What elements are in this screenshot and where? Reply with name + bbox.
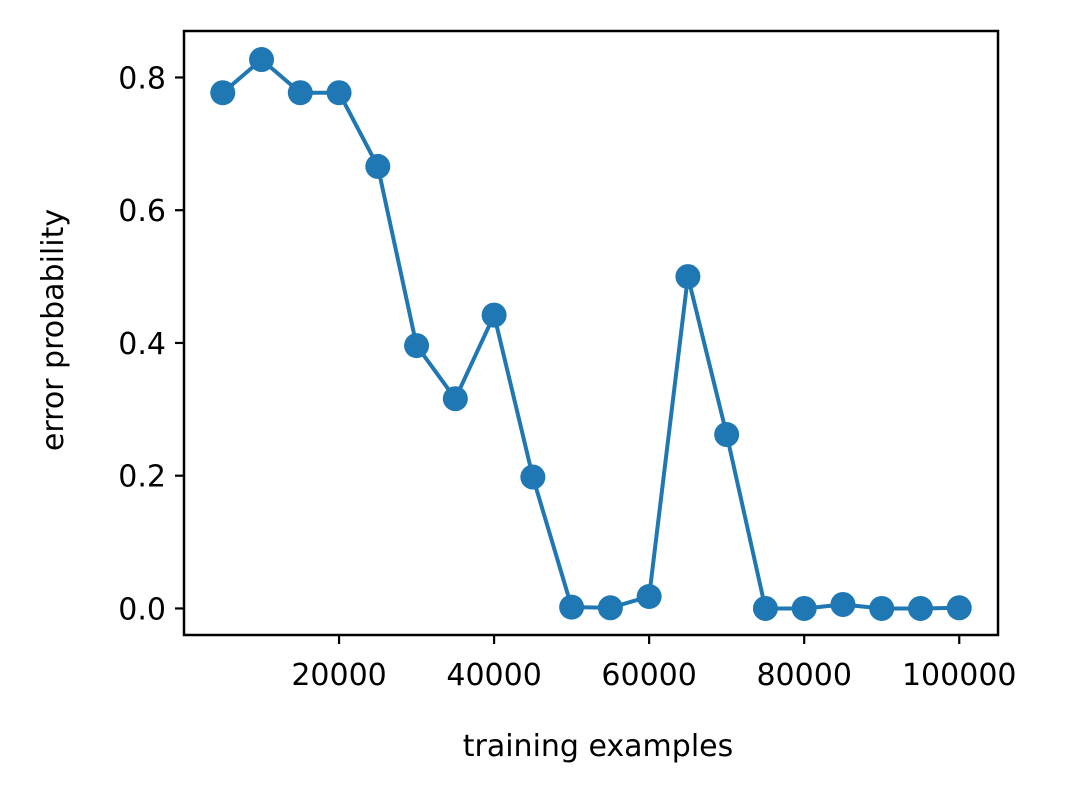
y-tick-label: 0.6 [118,194,166,229]
y-axis-ticks: 0.0 0.2 0.4 0.6 0.8 [118,61,184,627]
y-tick-label: 0.4 [118,327,166,362]
x-axis-label: training examples [463,729,734,764]
data-point [675,264,701,290]
data-point [481,302,507,328]
data-point [752,595,778,621]
x-tick-label: 20000 [291,658,386,693]
series-group [210,47,972,621]
y-axis-label: error probability [36,209,71,451]
data-point [907,595,933,621]
x-tick-label: 80000 [756,658,851,693]
data-point [249,47,275,73]
data-point [946,595,972,621]
series-line [221,57,960,611]
y-tick-label: 0.2 [118,460,166,495]
data-point [365,153,391,179]
data-point [210,80,236,106]
y-tick-label: 0.8 [118,61,166,96]
plot-frame [182,29,1000,637]
data-point [791,595,817,621]
data-point [404,333,430,359]
data-point [559,594,585,620]
data-point [520,464,546,490]
x-axis-ticks: 20000 40000 60000 80000 100000 [291,635,1017,693]
data-point [714,422,740,448]
data-point [287,80,313,106]
y-tick-label: 0.0 [118,592,166,627]
data-point [326,80,352,106]
data-point [597,595,623,621]
x-tick-label: 40000 [446,658,541,693]
x-tick-label: 100000 [902,658,1017,693]
data-point [869,595,895,621]
data-point [830,591,856,617]
data-point [442,386,468,412]
data-point [636,584,662,610]
x-tick-label: 60000 [601,658,696,693]
